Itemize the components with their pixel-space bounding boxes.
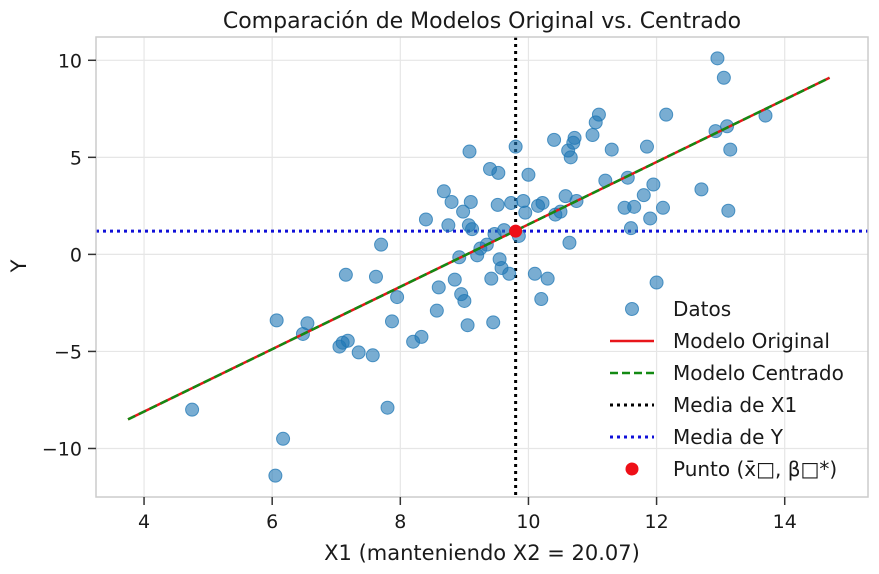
data-point — [365, 348, 380, 363]
data-point — [659, 107, 674, 122]
axis-ticks: 4 6 8 10 12 14 −10 −5 0 5 10 — [42, 50, 797, 533]
data-point — [504, 195, 519, 210]
x-axis-label: X1 (manteniendo X2 = 20.07) — [324, 541, 640, 565]
data-point — [694, 182, 709, 197]
data-point — [465, 222, 480, 237]
data-point — [368, 269, 383, 284]
plot-frame — [95, 36, 869, 498]
data-point — [649, 275, 664, 290]
y-tick-label: 0 — [70, 244, 82, 266]
data-point — [351, 345, 366, 360]
model-lines — [127, 76, 831, 421]
data-point — [655, 200, 670, 215]
x-tick-label: 8 — [394, 511, 406, 533]
x-tick-label: 14 — [773, 511, 797, 533]
data-point — [429, 303, 444, 318]
data-point — [563, 150, 578, 165]
data-point — [490, 197, 505, 212]
data-point — [646, 177, 661, 192]
data-point — [639, 139, 654, 154]
data-point — [463, 194, 478, 209]
data-point — [460, 318, 475, 333]
legend-label: Modelo Original — [673, 329, 830, 353]
x-tick-label: 12 — [644, 511, 668, 533]
x-tick-label: 4 — [138, 511, 150, 533]
data-point — [390, 290, 405, 305]
data-point — [436, 184, 451, 199]
data-point — [562, 235, 577, 250]
data-points — [185, 51, 773, 483]
legend-label: Punto (x̄□, β□*) — [673, 457, 837, 481]
data-point — [444, 194, 459, 209]
data-point — [431, 280, 446, 295]
data-point — [591, 107, 606, 122]
data-point — [441, 218, 456, 233]
grid — [96, 37, 868, 497]
data-point — [338, 267, 353, 282]
data-point — [414, 329, 429, 344]
center-point-marker — [509, 224, 523, 238]
data-point — [491, 165, 506, 180]
x-tick-label: 10 — [516, 511, 540, 533]
data-point — [721, 203, 736, 218]
data-point — [627, 199, 642, 214]
data-point — [716, 70, 731, 85]
data-point — [518, 205, 533, 220]
legend-label: Media de X1 — [673, 393, 797, 417]
data-point — [604, 142, 619, 157]
data-point — [447, 272, 462, 287]
data-point — [516, 194, 531, 209]
reference-lines — [96, 37, 868, 497]
data-point — [723, 142, 738, 157]
chart-title: Comparación de Modelos Original vs. Cent… — [223, 9, 741, 34]
y-tick-label: 5 — [70, 147, 82, 169]
data-point — [269, 313, 284, 328]
y-tick-label: −5 — [54, 341, 82, 363]
data-point — [384, 314, 399, 329]
data-point — [567, 130, 582, 145]
data-point — [521, 167, 536, 182]
legend: Datos Modelo Original Modelo Centrado Media… — [610, 297, 844, 481]
data-point — [527, 266, 542, 281]
data-point — [185, 402, 200, 417]
data-point — [534, 292, 549, 307]
legend-marker-punto — [625, 462, 639, 476]
data-point — [276, 431, 291, 446]
data-point — [585, 128, 600, 143]
data-point — [456, 204, 471, 219]
data-point — [462, 144, 477, 159]
data-point — [374, 237, 389, 252]
data-point — [643, 211, 658, 226]
x-tick-label: 6 — [266, 511, 278, 533]
data-point — [508, 139, 523, 154]
legend-marker-datos — [625, 302, 639, 316]
centered-model-line — [127, 76, 831, 421]
data-point — [486, 315, 501, 330]
data-point — [623, 221, 638, 236]
y-tick-label: −10 — [42, 438, 82, 460]
legend-label: Media de Y — [673, 425, 784, 449]
data-point — [418, 212, 433, 227]
data-point — [535, 195, 550, 210]
data-point — [547, 132, 562, 147]
data-point — [300, 316, 315, 331]
data-point — [484, 271, 499, 286]
y-axis-label: Y — [7, 259, 31, 273]
data-point — [340, 333, 355, 348]
y-tick-label: 10 — [58, 50, 82, 72]
data-point — [710, 51, 725, 66]
data-point — [540, 271, 555, 286]
data-point — [457, 293, 472, 308]
data-point — [636, 188, 651, 203]
legend-label: Modelo Centrado — [673, 361, 844, 385]
data-point — [502, 266, 517, 281]
data-point — [380, 400, 395, 415]
legend-label: Datos — [673, 297, 731, 321]
data-point — [268, 468, 283, 483]
